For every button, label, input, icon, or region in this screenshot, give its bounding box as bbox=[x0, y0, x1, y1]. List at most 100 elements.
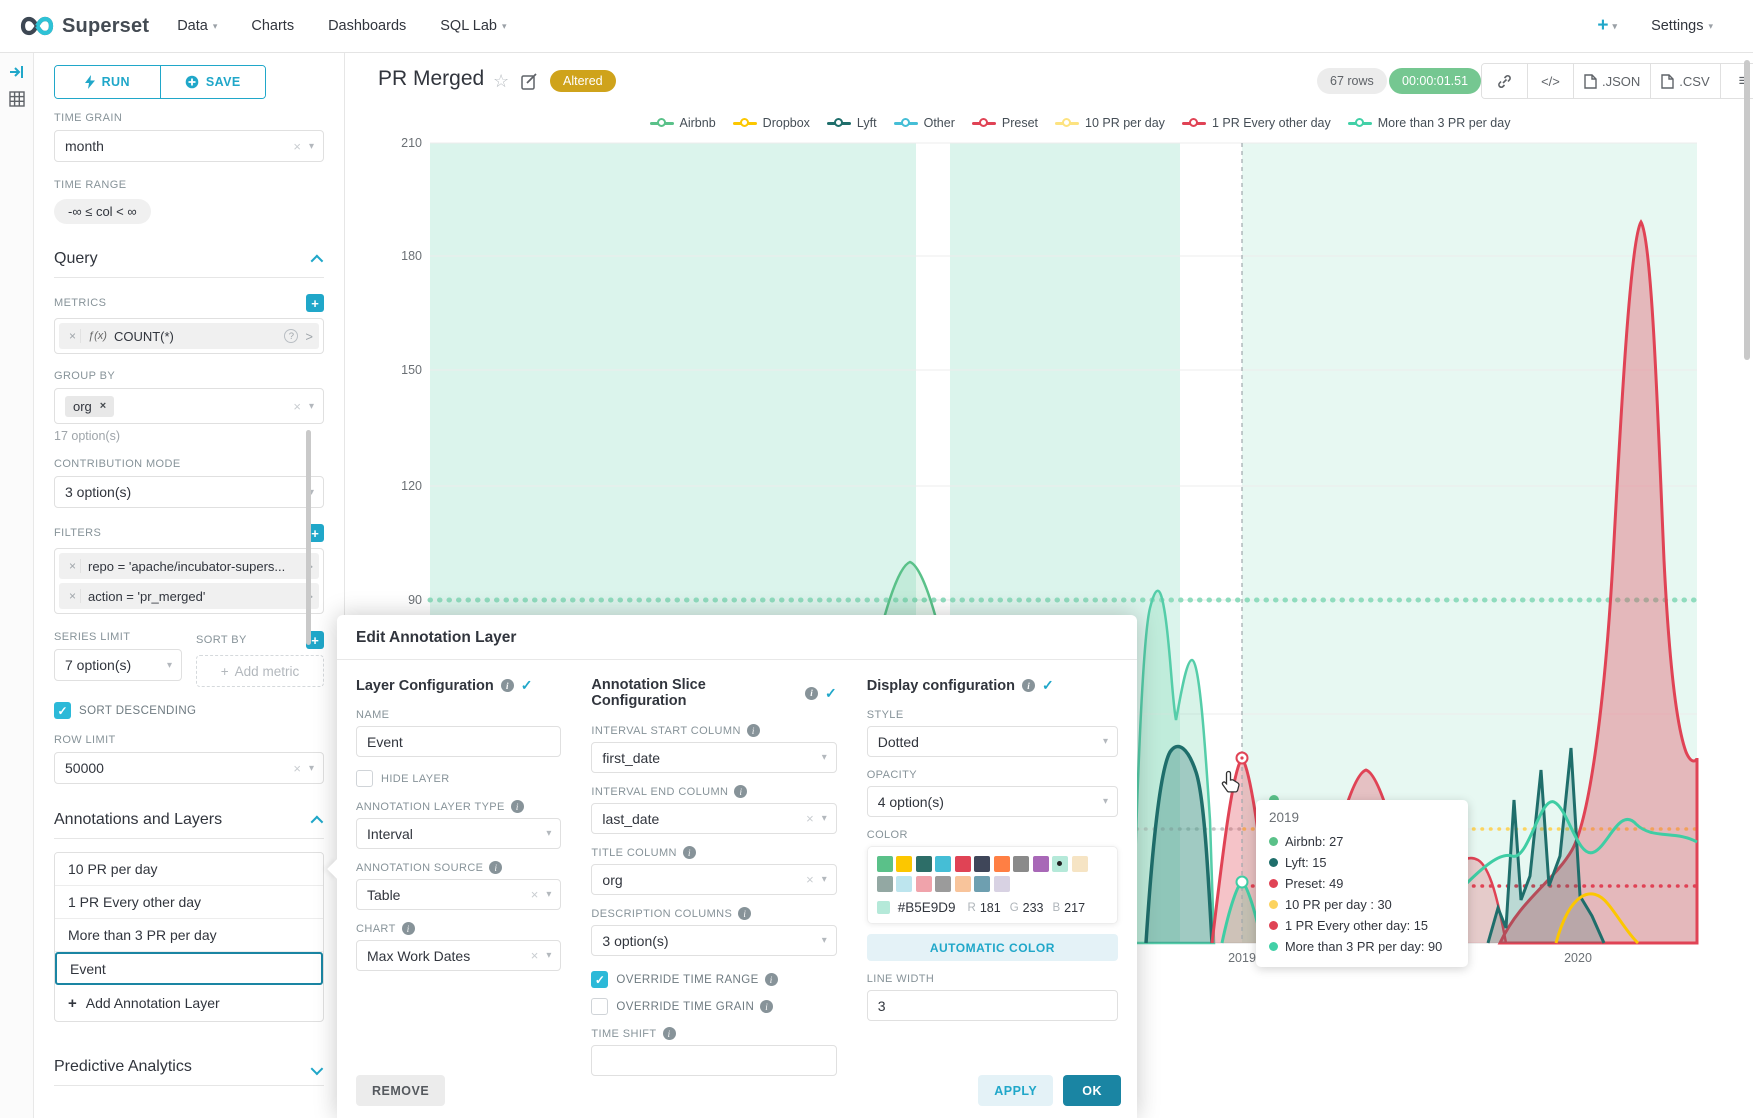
chart-title[interactable]: PR Merged bbox=[378, 67, 485, 90]
contribution-mode-select[interactable]: 3 option(s) ▾ bbox=[54, 476, 324, 508]
color-swatch[interactable] bbox=[1032, 856, 1049, 872]
clear-icon[interactable]: × bbox=[530, 887, 539, 902]
filter-chip[interactable]: × repo = 'apache/incubator-supers... > bbox=[59, 553, 319, 579]
override-time-grain-checkbox[interactable]: OVERRIDE TIME GRAIN i bbox=[591, 998, 836, 1015]
annotation-layer-item[interactable]: 10 PR per day bbox=[55, 853, 323, 886]
remove-filter-icon[interactable]: × bbox=[65, 559, 81, 573]
apply-button[interactable]: APPLY bbox=[978, 1075, 1054, 1106]
color-swatch[interactable] bbox=[954, 876, 971, 892]
color-swatch[interactable] bbox=[974, 856, 991, 872]
remove-button[interactable]: REMOVE bbox=[356, 1075, 446, 1106]
predictive-section-header[interactable]: Predictive Analytics bbox=[54, 1058, 324, 1086]
time-shift-input[interactable] bbox=[591, 1045, 837, 1076]
group-by-select[interactable]: org × × ▾ bbox=[54, 388, 324, 424]
legend-item[interactable]: More than 3 PR per day bbox=[1347, 116, 1510, 130]
color-swatch[interactable] bbox=[935, 856, 952, 872]
add-annotation-layer-button[interactable]: + Add Annotation Layer bbox=[68, 994, 220, 1012]
add-metric-button[interactable]: + bbox=[306, 294, 324, 312]
export-json-button[interactable]: .JSON bbox=[1574, 64, 1652, 98]
override-time-range-checkbox[interactable]: ✓ OVERRIDE TIME RANGE i bbox=[591, 971, 836, 988]
automatic-color-button[interactable]: AUTOMATIC COLOR bbox=[866, 934, 1118, 961]
color-swatch[interactable] bbox=[1013, 856, 1030, 872]
time-range-pill[interactable]: -∞ ≤ col < ∞ bbox=[54, 199, 151, 224]
page-scrollbar[interactable] bbox=[1744, 60, 1750, 360]
nav-item-data[interactable]: Data ▾ bbox=[177, 18, 218, 34]
metric-chip[interactable]: × ƒ(x) COUNT(*) ? > bbox=[59, 323, 319, 349]
annotation-layer-type-select[interactable]: Interval ▾ bbox=[356, 818, 562, 849]
remove-chip-icon[interactable]: × bbox=[99, 400, 107, 412]
series-limit-select[interactable]: 7 option(s) ▾ bbox=[54, 649, 182, 681]
color-swatch[interactable] bbox=[915, 876, 932, 892]
color-swatch[interactable] bbox=[896, 876, 913, 892]
interval-end-select[interactable]: last_date × ▾ bbox=[591, 803, 837, 834]
annotations-section-header[interactable]: Annotations and Layers bbox=[54, 811, 324, 839]
description-columns-select[interactable]: 3 option(s) ▾ bbox=[591, 925, 837, 956]
filter-chip[interactable]: × action = 'pr_merged' > bbox=[59, 583, 319, 609]
remove-metric-icon[interactable]: × bbox=[65, 329, 81, 343]
legend-item[interactable]: Other bbox=[893, 116, 955, 130]
nav-item-charts[interactable]: Charts bbox=[251, 18, 295, 34]
hide-layer-checkbox[interactable]: HIDE LAYER bbox=[356, 770, 561, 787]
run-button[interactable]: RUN bbox=[55, 66, 161, 98]
color-swatch-selected[interactable] bbox=[1052, 856, 1069, 872]
clear-icon[interactable]: × bbox=[293, 398, 301, 414]
query-section-header[interactable]: Query bbox=[54, 250, 324, 278]
superset-logo[interactable]: Superset bbox=[20, 15, 149, 38]
interval-start-select[interactable]: first_date ▾ bbox=[591, 742, 837, 773]
annotation-layer-item-selected[interactable]: Event bbox=[55, 952, 323, 985]
legend-item[interactable]: Dropbox bbox=[732, 116, 810, 130]
legend-item[interactable]: 10 PR per day bbox=[1055, 116, 1165, 130]
title-column-select[interactable]: org × ▾ bbox=[591, 864, 837, 895]
color-swatch[interactable] bbox=[993, 856, 1010, 872]
color-swatch[interactable] bbox=[993, 876, 1010, 892]
share-link-button[interactable] bbox=[1482, 64, 1528, 98]
hex-value[interactable]: #B5E9D9 bbox=[897, 900, 956, 915]
altered-badge[interactable]: Altered bbox=[550, 70, 616, 92]
sidebar-scrollbar[interactable] bbox=[306, 430, 311, 645]
favorite-star-icon[interactable]: ☆ bbox=[493, 71, 510, 91]
legend-item[interactable]: Lyft bbox=[826, 116, 877, 130]
annotation-layer-item[interactable]: 1 PR Every other day bbox=[55, 886, 323, 919]
remove-filter-icon[interactable]: × bbox=[65, 589, 81, 603]
annotation-layer-item[interactable]: More than 3 PR per day bbox=[55, 919, 323, 952]
color-swatch[interactable] bbox=[1071, 856, 1088, 872]
color-swatch[interactable] bbox=[974, 876, 991, 892]
name-input[interactable] bbox=[356, 726, 562, 757]
settings-menu[interactable]: Settings ▾ bbox=[1651, 18, 1713, 34]
view-query-button[interactable]: </> bbox=[1528, 64, 1574, 98]
nav-item-dashboards[interactable]: Dashboards bbox=[328, 18, 407, 34]
color-swatch[interactable] bbox=[954, 856, 971, 872]
chart-select[interactable]: Max Work Dates × ▾ bbox=[356, 940, 562, 971]
datasource-grid-button[interactable] bbox=[8, 91, 26, 107]
export-csv-button[interactable]: .CSV bbox=[1651, 64, 1721, 98]
expand-panel-button[interactable] bbox=[8, 65, 26, 79]
color-swatch[interactable] bbox=[935, 876, 952, 892]
clear-icon[interactable]: × bbox=[293, 138, 301, 154]
clear-icon[interactable]: × bbox=[806, 872, 814, 887]
time-grain-select[interactable]: month × ▾ bbox=[54, 130, 324, 162]
new-item-button[interactable]: + ▾ bbox=[1597, 15, 1618, 36]
clear-icon[interactable]: × bbox=[530, 948, 539, 963]
caret-right-icon[interactable]: > bbox=[305, 328, 313, 344]
legend-item[interactable]: 1 PR Every other day bbox=[1181, 116, 1331, 130]
clear-icon[interactable]: × bbox=[293, 760, 301, 776]
annotation-source-select[interactable]: Table × ▾ bbox=[356, 879, 562, 910]
clear-icon[interactable]: × bbox=[806, 811, 814, 826]
color-swatch[interactable] bbox=[896, 856, 913, 872]
ok-button[interactable]: OK bbox=[1063, 1075, 1121, 1106]
legend-item[interactable]: Preset bbox=[971, 116, 1038, 130]
nav-item-sql-lab[interactable]: SQL Lab ▾ bbox=[440, 18, 507, 34]
color-swatch[interactable] bbox=[876, 876, 893, 892]
save-button[interactable]: SAVE bbox=[160, 66, 265, 98]
color-swatch[interactable] bbox=[876, 856, 893, 872]
opacity-select[interactable]: 4 option(s) ▾ bbox=[866, 786, 1118, 817]
style-select[interactable]: Dotted ▾ bbox=[866, 726, 1118, 757]
edit-properties-button[interactable] bbox=[521, 73, 538, 95]
legend-item[interactable]: Airbnb bbox=[649, 116, 716, 130]
row-limit-select[interactable]: 50000 × ▾ bbox=[54, 752, 324, 784]
sort-descending-checkbox[interactable]: ✓ SORT DESCENDING bbox=[54, 702, 324, 719]
line-width-input[interactable] bbox=[866, 990, 1118, 1021]
sort-by-add-metric[interactable]: + Add metric bbox=[196, 655, 324, 687]
color-swatch[interactable] bbox=[915, 856, 932, 872]
